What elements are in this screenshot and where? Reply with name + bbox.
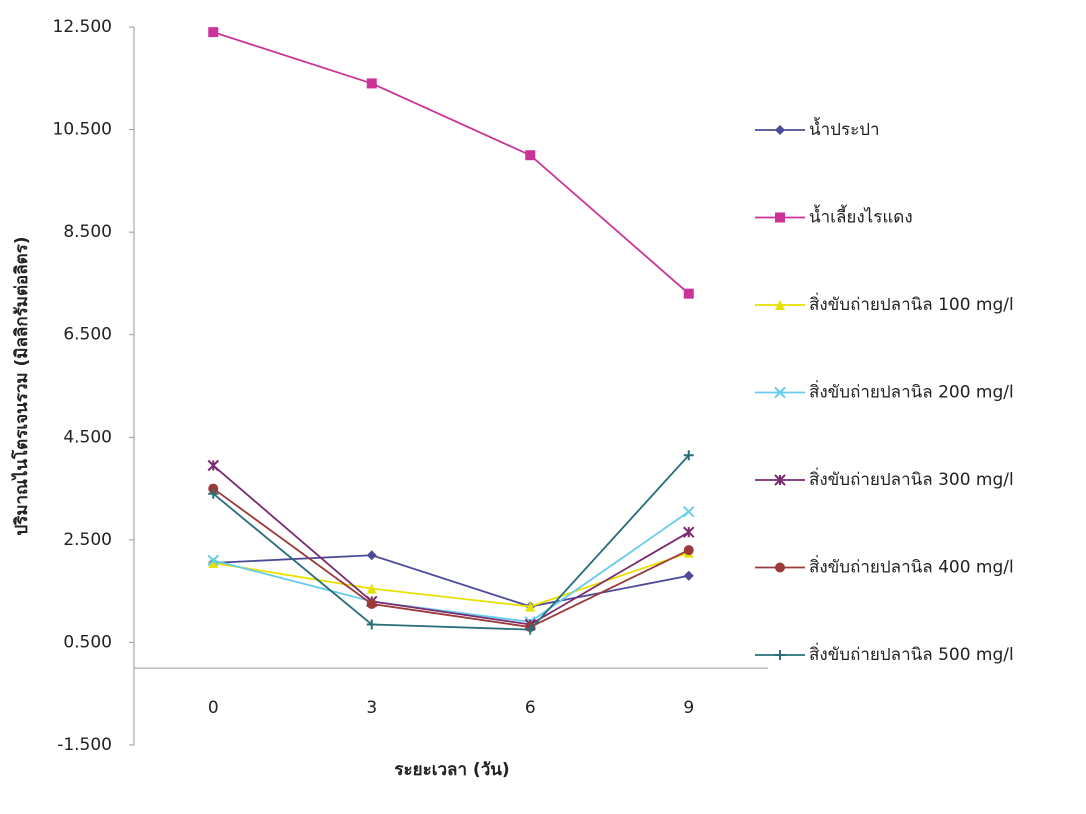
data-point: [208, 27, 219, 38]
legend-label: สิ่งขับถ่ายปลานิล 200 mg/l: [809, 380, 1014, 403]
x-tick-label: 0: [208, 698, 219, 718]
legend-label: น้ำเลี้ยงไรแดง: [809, 205, 913, 228]
data-point: [683, 505, 695, 518]
y-tick-label: 6.500: [63, 325, 112, 345]
data-point: [208, 557, 219, 568]
data-point: [208, 483, 219, 494]
legend-marker: [775, 212, 785, 223]
series-line: [213, 510, 690, 623]
legend-marker: [774, 386, 786, 399]
data-point: [207, 554, 219, 567]
legend-label: สิ่งขับถ่ายปลานิล 100 mg/l: [809, 292, 1014, 315]
legend-label: สิ่งขับถ่ายปลานิล 400 mg/l: [809, 555, 1014, 578]
legend-label: น้ำประปา: [809, 117, 880, 140]
x-tick-label: 6: [525, 698, 536, 718]
legend-marker: [775, 125, 785, 135]
series-line: [212, 464, 690, 626]
series-line: [212, 31, 690, 295]
data-point: [683, 526, 695, 538]
data-point: [525, 624, 536, 635]
y-tick-label: 8.500: [63, 222, 112, 242]
y-tick-label: 12.500: [53, 17, 112, 37]
legend-marker: [775, 650, 785, 660]
legend-marker: [775, 300, 785, 310]
data-point: [683, 288, 694, 299]
x-tick-label: 3: [366, 698, 377, 718]
series-line: [212, 487, 690, 628]
legend-label: สิ่งขับถ่ายปลานิล 300 mg/l: [809, 467, 1014, 490]
data-point: [525, 601, 536, 612]
series-line: [213, 554, 689, 608]
y-axis-label: ปริมาณไนโตรเจนรวม (มิลลิกรัมต่อลิตร): [11, 236, 32, 535]
series-line: [213, 551, 690, 608]
legend-label: สิ่งขับถ่ายปลานิล 500 mg/l: [809, 642, 1014, 665]
data-point: [366, 78, 377, 89]
legend-marker: [774, 474, 786, 486]
data-point: [683, 545, 694, 556]
data-point: [366, 619, 377, 630]
data-point: [683, 570, 694, 581]
legend-marker: [775, 562, 785, 573]
data-point: [525, 150, 536, 161]
data-point: [366, 583, 377, 594]
y-tick-label: 0.500: [63, 632, 112, 652]
data-point: [366, 550, 377, 561]
y-tick-label: -1.500: [57, 735, 112, 755]
data-point: [683, 450, 694, 461]
y-tick-label: 2.500: [63, 530, 112, 550]
x-axis-label: ระยะเวลา (วัน): [394, 760, 509, 780]
x-tick-label: 9: [683, 698, 694, 718]
data-point: [208, 488, 219, 499]
y-tick-label: 10.500: [53, 120, 112, 140]
data-point: [207, 459, 219, 472]
data-point: [366, 598, 377, 609]
series-line: [212, 454, 690, 631]
y-tick-label: 4.500: [63, 427, 112, 447]
